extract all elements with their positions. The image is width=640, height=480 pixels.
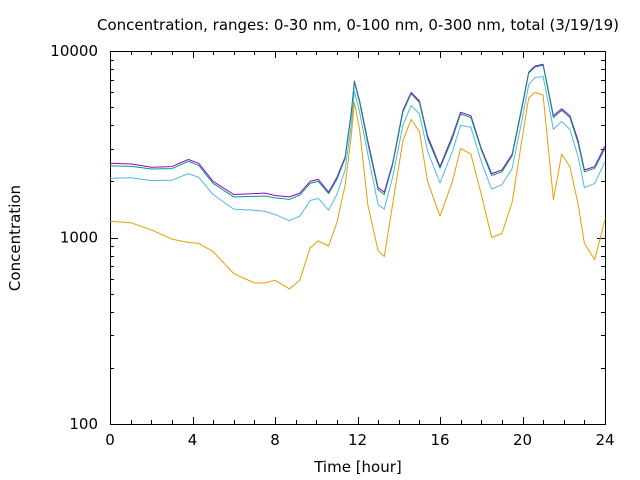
series-line-2 [109,64,606,200]
x-tick-label: 20 [513,431,532,449]
y-tick-label: 100 [69,415,98,433]
x-axis-label: Time [hour] [313,458,402,476]
y-tick-label: 1000 [60,229,98,247]
x-tick-label: 16 [430,431,449,449]
series-line-1 [109,63,606,198]
x-tick-label: 12 [348,431,367,449]
axis-ticks [110,51,606,425]
y-axis-label: Concentration [6,185,24,291]
chart-title: Concentration, ranges: 0-30 nm, 0-100 nm… [97,16,619,34]
x-tick-label: 4 [188,431,198,449]
y-tick-label: 10000 [50,42,98,60]
series-line-4 [109,91,606,290]
x-tick-label: 0 [105,431,115,449]
x-tick-label: 8 [270,431,280,449]
x-tick-label: 24 [595,431,614,449]
axis-tick-labels: 0 4 8 12 16 20 24 100 1000 10000 [50,42,614,449]
series-lines [109,63,606,290]
series-line-3 [109,76,606,222]
